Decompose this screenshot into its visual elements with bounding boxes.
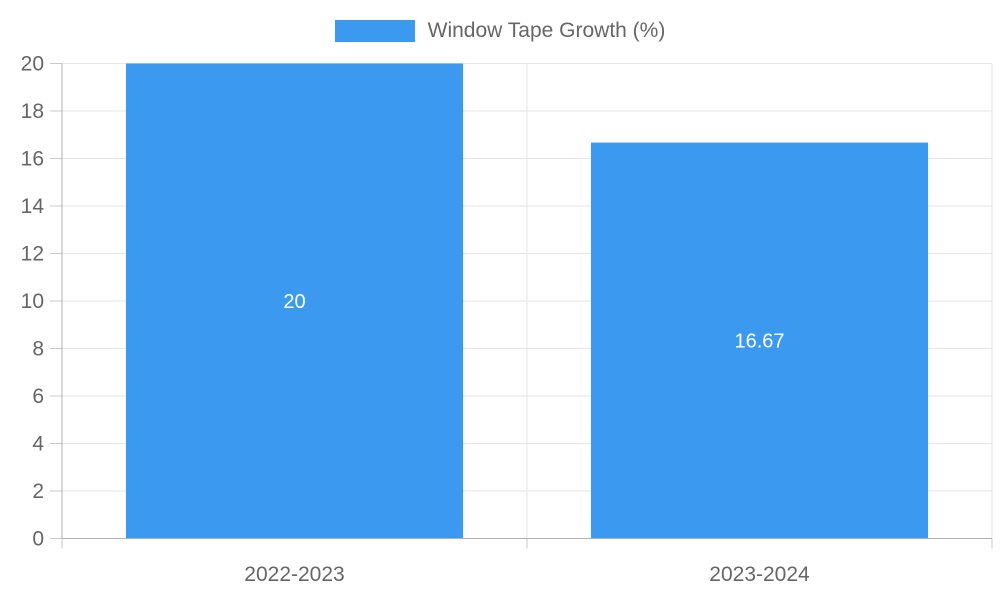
bar[interactable] — [125, 63, 464, 539]
legend-label: Window Tape Growth (%) — [427, 19, 666, 42]
y-tick-label: 14 — [21, 195, 45, 218]
y-tick-label: 4 — [32, 433, 44, 456]
y-tick-label: 12 — [21, 243, 44, 266]
y-tick-label: 10 — [21, 290, 44, 313]
y-tick-label: 16 — [21, 148, 44, 171]
x-axis-label: 2022-2023 — [244, 563, 344, 586]
legend-swatch — [334, 20, 415, 42]
y-tick-label: 0 — [32, 528, 44, 551]
y-tick-label: 20 — [21, 53, 44, 76]
y-tick-label: 18 — [21, 100, 44, 123]
bar-value-label: 16.67 — [734, 331, 784, 353]
y-tick-label: 6 — [32, 385, 44, 408]
bar-value-label: 20 — [283, 291, 305, 313]
legend[interactable]: Window Tape Growth (%) — [0, 19, 1000, 43]
y-tick-label: 2 — [32, 480, 44, 503]
y-tick-label: 8 — [32, 338, 44, 361]
x-axis-label: 2023-2024 — [709, 563, 810, 586]
bar[interactable] — [590, 142, 929, 539]
